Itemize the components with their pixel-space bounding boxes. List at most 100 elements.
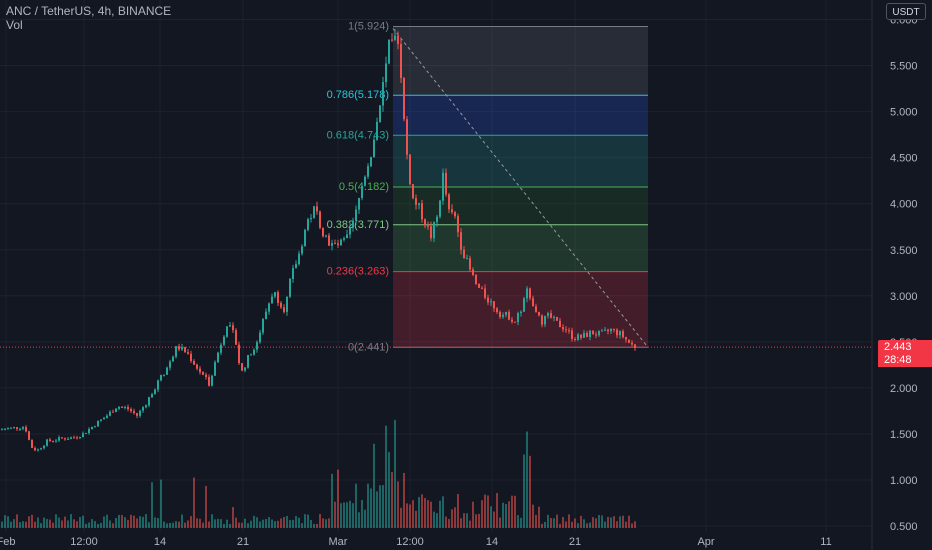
volume-bar [505,503,507,528]
candle-body [520,311,522,314]
volume-bar [325,519,327,528]
candle-body [598,330,600,336]
volume-bar [499,517,501,528]
volume-bar [229,523,231,528]
candle-body [517,313,519,323]
candle-body [100,419,102,421]
candle-body [400,43,402,78]
volume-bar [448,519,450,528]
volume-bar [214,519,216,528]
candle-body [16,427,18,429]
candle-body [106,415,108,418]
candle-body [304,229,306,247]
fib-zone [393,95,648,136]
candle-body [232,325,234,331]
volume-bar [190,516,192,528]
volume-bar [133,515,135,528]
volume-bar [106,514,108,528]
candle-body [469,258,471,270]
candle-body [631,342,633,345]
time-tick-label: Apr [697,536,714,548]
candle-body [325,235,327,237]
candle-body [487,297,489,303]
candle-body [319,211,321,228]
volume-bar [136,518,138,528]
candle-body [28,431,30,440]
volume-bar [253,515,255,528]
candle-body [1,429,3,431]
candlestick-series [1,29,636,452]
currency-badge[interactable]: USDT [886,3,926,20]
volume-bar [223,523,225,528]
volume-bar [523,454,525,528]
candle-body [586,332,588,337]
volume-bar [526,431,528,528]
volume-bar [283,516,285,528]
candle-body [289,279,291,297]
volume-bar [472,501,474,528]
candle-body [43,445,45,449]
volume-bar [364,509,366,528]
candle-body [91,426,93,430]
volume-bar [484,494,486,528]
volume-bar [490,506,492,528]
fib-level-label: 0.786(5.178) [327,89,389,101]
volume-bar [406,503,408,528]
candle-body [280,302,282,308]
candle-body [118,406,120,409]
candle-body [298,253,300,265]
volume-bar [154,517,156,528]
candle-body [547,313,549,316]
volume-bar [232,507,234,528]
volume-bar [622,515,624,528]
candle-body [514,321,516,323]
candle-body [526,288,528,299]
volume-bar [619,516,621,528]
volume-bar [49,519,51,528]
candle-body [193,360,195,365]
candle-body [58,437,60,441]
volume-bar [238,522,240,528]
volume-bar [616,521,618,528]
volume-bar [343,502,345,528]
candle-body [67,438,69,440]
volume-bar [13,519,15,528]
volume-legend-label[interactable]: Vol [6,18,23,32]
symbol-legend-title[interactable]: ANC / TetherUS, 4h, BINANCE [6,4,172,18]
candle-body [451,209,453,213]
candle-body [244,367,246,371]
volume-bar [346,502,348,528]
volume-bar [565,521,567,528]
fib-trend-line [392,28,649,348]
candle-body [442,172,444,201]
volume-bar [544,521,546,528]
candle-body [151,394,153,398]
candle-body [163,374,165,376]
volume-bar [304,514,306,528]
volume-bar [64,516,66,528]
volume-bar [307,514,309,528]
volume-bar [151,482,153,528]
volume-bar [172,522,174,528]
candle-body [175,346,177,357]
volume-bar [181,514,183,528]
candle-body [568,330,570,332]
volume-bar [409,504,411,528]
volume-bar [328,518,330,528]
price-tick-label: 5.500 [890,61,918,73]
volume-bar [394,419,396,528]
candle-body [145,405,147,408]
volume-bar [271,519,273,528]
candle-body [103,417,105,420]
candle-body [49,439,51,441]
candle-body [436,216,438,223]
candle-body [253,349,255,355]
candle-body [616,329,618,336]
volume-bar [487,495,489,528]
candle-body [361,185,363,199]
volume-bar [250,520,252,528]
candle-body [334,243,336,245]
volume-bar [460,518,462,528]
candle-body [382,82,384,106]
